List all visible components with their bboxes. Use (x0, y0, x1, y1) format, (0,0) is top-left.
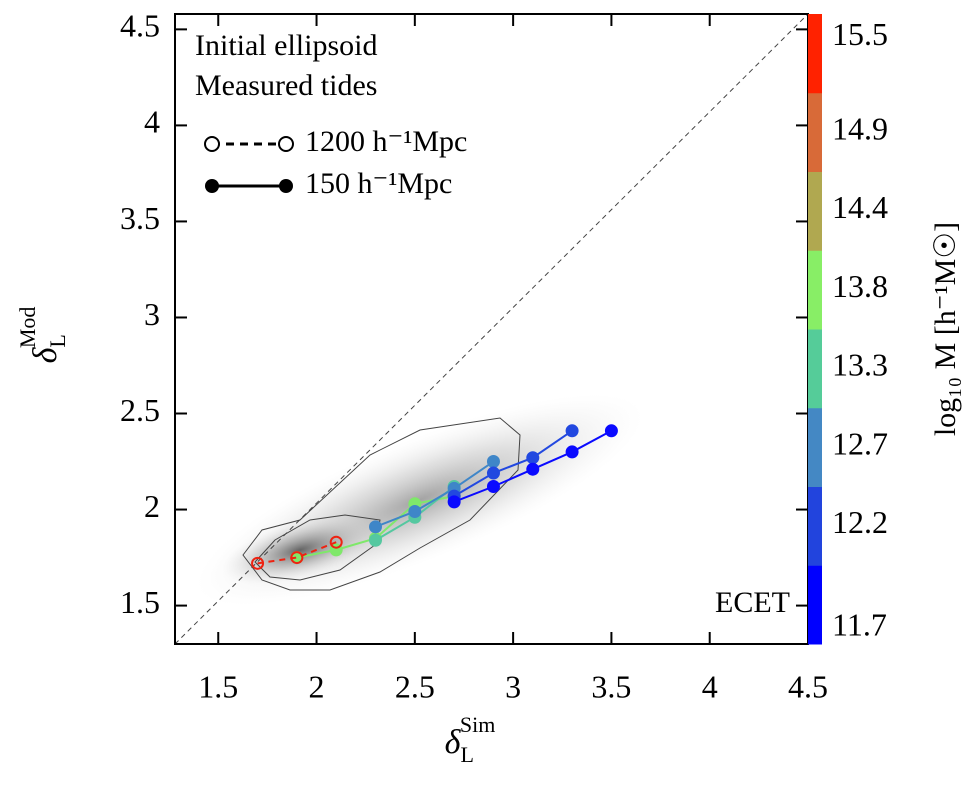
point (369, 533, 383, 547)
label-sup: Sim (460, 712, 495, 737)
label-sub: L (45, 334, 70, 347)
colorbar-band (808, 92, 822, 172)
colorbar-band (808, 250, 822, 330)
colorbar-band (808, 329, 822, 409)
label-sub: L (460, 742, 473, 767)
point (290, 551, 304, 565)
colorbar-band (808, 407, 822, 487)
colorbar-tick-label: 15.5 (832, 16, 888, 52)
colorbar-tick-label: 13.3 (832, 347, 888, 383)
y-tick-label: 2 (144, 488, 160, 524)
y-tick-label: 1.5 (120, 584, 160, 620)
series-line (453, 429, 573, 497)
identity-line (174, 13, 809, 645)
label-symbol: δ (27, 346, 64, 363)
point (369, 520, 383, 534)
point (408, 504, 422, 518)
y-tick-label: 3.5 (120, 200, 160, 236)
annotation: ECET (715, 586, 790, 619)
y-tick-label: 4.5 (120, 8, 160, 44)
legend-label: 1200 h⁻¹Mpc (305, 125, 467, 158)
legend-marker (278, 136, 294, 152)
point (565, 424, 579, 438)
colorbar-tick-label: 14.9 (832, 110, 888, 146)
y-tick-label: 2.5 (120, 392, 160, 428)
legend: 1200 h⁻¹Mpc 150 h⁻¹Mpc (204, 125, 467, 200)
colorbar-tick-label: 12.2 (832, 504, 888, 540)
colorbar-band (808, 565, 822, 645)
colorbar-band (808, 486, 822, 566)
legend-marker (279, 179, 293, 193)
x-tick-label: 3 (505, 668, 521, 704)
legend-label: 150 h⁻¹Mpc (305, 167, 452, 200)
y-tick-label: 4 (144, 104, 160, 140)
annotation: Initial ellipsoid (195, 29, 377, 62)
annotation: Measured tides (195, 69, 377, 102)
point (604, 424, 618, 438)
colorbar-tick-label: 13.8 (832, 268, 888, 304)
legend-marker (205, 179, 219, 193)
colorbar-label: log₁₀ M [h⁻¹M☉] (929, 222, 962, 436)
colorbar-band (808, 171, 822, 251)
y-tick-label: 3 (144, 296, 160, 332)
x-tick-label: 4 (702, 668, 718, 704)
x-tick-label: 1.5 (198, 668, 238, 704)
point (486, 480, 500, 493)
x-tick-label: 4.5 (788, 668, 828, 704)
series-line (257, 541, 337, 565)
point (526, 451, 540, 465)
colorbar-tick-label: 14.4 (832, 189, 888, 225)
legend-marker (204, 136, 220, 152)
x-tick-label: 2.5 (395, 668, 435, 704)
x-axis-label: δL Sim (445, 712, 496, 767)
series-line (375, 460, 495, 528)
point (565, 445, 579, 459)
point (526, 462, 540, 476)
colorbar-tick-label: 12.7 (832, 425, 888, 461)
label-symbol: δ (445, 724, 462, 761)
label-sup: Mod (15, 307, 40, 349)
point (447, 495, 461, 509)
point (486, 466, 500, 480)
x-tick-label: 2 (309, 668, 325, 704)
colorbar-tick-label: 11.7 (832, 607, 887, 643)
point (486, 455, 500, 469)
colorbar-band (808, 14, 822, 94)
x-tick-label: 3.5 (591, 668, 631, 704)
y-axis-label: δL Mod (15, 307, 70, 364)
point (251, 556, 265, 570)
point (329, 535, 343, 549)
